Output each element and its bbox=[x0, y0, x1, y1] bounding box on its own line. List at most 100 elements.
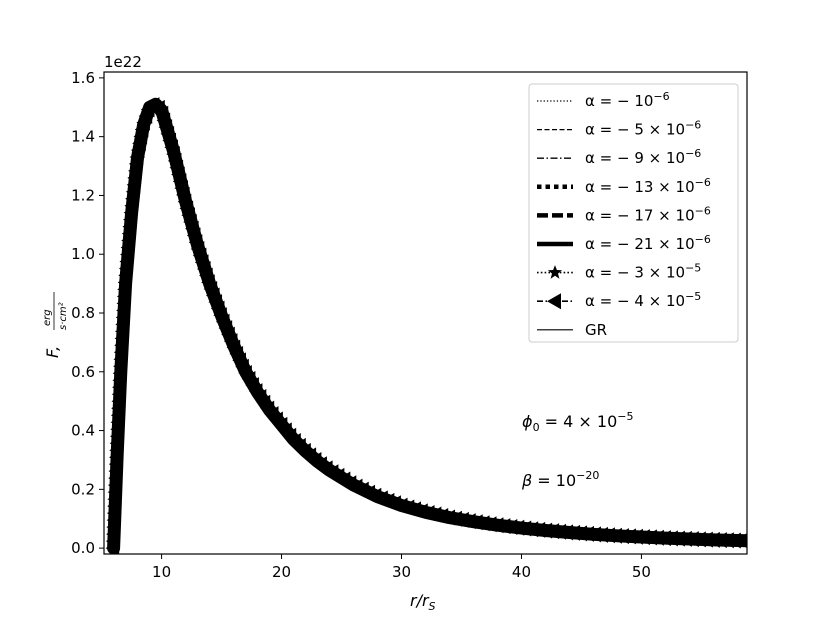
x-axis-label-main: r/r bbox=[410, 591, 430, 610]
triangle-marker bbox=[601, 527, 615, 544]
triangle-marker bbox=[420, 505, 435, 522]
triangle-marker bbox=[531, 521, 546, 538]
y-tick-label: 1.4 bbox=[71, 128, 95, 146]
triangle-marker bbox=[594, 526, 608, 543]
series-markers bbox=[105, 97, 747, 554]
y-axis-ticks: 0.0 0.2 0.4 0.6 0.8 1.0 1.2 1.4 1.6 bbox=[71, 69, 104, 557]
triangle-marker bbox=[455, 511, 469, 528]
y-tick-label: 0.8 bbox=[71, 304, 95, 322]
legend-item-a21: α = − 21 × 10−6 bbox=[537, 233, 711, 253]
x-tick-label: 10 bbox=[152, 563, 171, 581]
triangle-marker bbox=[448, 510, 462, 527]
x-tick-label: 40 bbox=[512, 563, 531, 581]
triangle-marker bbox=[727, 532, 741, 549]
legend-label: α = − 10−6 bbox=[585, 90, 670, 110]
legend-label-text: α = − 3 × 10 bbox=[585, 264, 685, 282]
triangle-marker bbox=[734, 533, 747, 549]
legend-item-a5: α = − 5 × 10−6 bbox=[537, 119, 701, 139]
legend-label: α = − 4 × 10−5 bbox=[585, 290, 701, 310]
legend-label-exponent: −5 bbox=[685, 290, 701, 303]
star-marker-icon bbox=[547, 265, 563, 279]
triangle-marker bbox=[559, 524, 574, 541]
x-axis-label: r/rS bbox=[410, 591, 436, 613]
legend-label-text: α = − 4 × 10 bbox=[585, 292, 685, 310]
y-axis-label-denominator: s·cm² bbox=[58, 302, 69, 330]
y-tick-label: 0.2 bbox=[71, 480, 95, 498]
legend-label-exponent: −6 bbox=[695, 233, 711, 246]
triangle-marker bbox=[552, 523, 567, 540]
legend-item-a9: α = − 9 × 10−6 bbox=[537, 147, 701, 167]
y-axis-label-numerator: erg bbox=[42, 309, 53, 326]
x-axis-label-sub: S bbox=[429, 600, 436, 613]
legend-item-a17: α = − 17 × 10−6 bbox=[537, 204, 711, 224]
triangle-marker bbox=[573, 525, 588, 542]
legend-label-text: α = − 5 × 10 bbox=[585, 121, 685, 139]
triangle-marker bbox=[580, 525, 594, 542]
triangle-marker bbox=[414, 503, 428, 520]
annotation-subscript: 0 bbox=[533, 421, 540, 434]
legend-label-text: α = − 13 × 10 bbox=[585, 178, 695, 196]
legend-label: α = − 13 × 10−6 bbox=[585, 176, 711, 196]
legend-label-exponent: −5 bbox=[685, 262, 701, 275]
triangle-marker bbox=[441, 509, 456, 526]
y-tick-label: 0.6 bbox=[71, 363, 95, 381]
marker-layer bbox=[105, 97, 747, 554]
triangle-marker bbox=[400, 499, 415, 516]
triangle-marker bbox=[462, 513, 476, 530]
legend-item-a13: α = − 13 × 10−6 bbox=[537, 176, 711, 196]
triangle-marker bbox=[664, 530, 678, 547]
triangle-marker bbox=[720, 532, 734, 549]
legend-label-text: α = − 21 × 10 bbox=[585, 235, 695, 253]
y-axis-label: F, erg s·cm² bbox=[42, 292, 69, 358]
x-tick-label: 50 bbox=[632, 563, 651, 581]
legend-label: α = − 17 × 10−6 bbox=[585, 204, 711, 224]
legend-rows: α = − 10−6α = − 5 × 10−6α = − 9 × 10−6α … bbox=[537, 90, 711, 339]
triangle-marker-icon bbox=[547, 293, 561, 310]
offset-label: 1e22 bbox=[104, 53, 142, 71]
annotation-symbol: ϕ bbox=[522, 412, 533, 431]
triangle-marker bbox=[517, 520, 532, 537]
y-tick-label: 1.6 bbox=[71, 69, 95, 87]
annotations: ϕ0 = 4 × 10−5 β = 10−20 bbox=[521, 410, 633, 490]
x-tick-label: 30 bbox=[392, 563, 411, 581]
triangle-marker bbox=[427, 506, 442, 523]
triangle-marker bbox=[608, 527, 622, 544]
annotation-value: = 10 bbox=[532, 471, 576, 490]
legend-item-a30: α = − 3 × 10−5 bbox=[537, 262, 701, 282]
triangle-marker bbox=[615, 528, 629, 545]
legend-item-gr: GR bbox=[537, 321, 607, 339]
legend: α = − 10−6α = − 5 × 10−6α = − 9 × 10−6α … bbox=[528, 83, 739, 343]
annotation-exponent: −5 bbox=[617, 410, 633, 423]
triangle-marker bbox=[643, 529, 657, 546]
triangle-marker bbox=[622, 528, 636, 545]
triangle-marker bbox=[510, 519, 525, 536]
triangle-marker bbox=[489, 517, 504, 534]
y-tick-label: 0.4 bbox=[71, 422, 95, 440]
legend-label-text: α = − 9 × 10 bbox=[585, 149, 685, 167]
triangle-marker bbox=[434, 508, 449, 525]
annotation-value: = 4 × 10 bbox=[540, 412, 618, 431]
triangle-marker bbox=[407, 501, 422, 518]
legend-box bbox=[528, 83, 739, 343]
triangle-marker bbox=[503, 518, 518, 535]
legend-label-exponent: −6 bbox=[685, 147, 701, 160]
y-tick-label: 1.0 bbox=[71, 245, 95, 263]
triangle-marker bbox=[706, 531, 720, 548]
y-tick-label: 0.0 bbox=[71, 539, 95, 557]
legend-label-text: α = − 17 × 10 bbox=[585, 206, 695, 224]
x-tick-label: 20 bbox=[272, 563, 291, 581]
legend-label: α = − 3 × 10−5 bbox=[585, 262, 701, 282]
triangle-marker bbox=[469, 514, 483, 531]
triangle-marker bbox=[671, 530, 685, 547]
y-axis-label-main: F, bbox=[43, 346, 62, 358]
triangle-marker bbox=[657, 530, 671, 547]
triangle-marker bbox=[538, 522, 553, 539]
triangle-marker bbox=[496, 518, 511, 535]
triangle-marker bbox=[699, 531, 713, 548]
legend-label: α = − 21 × 10−6 bbox=[585, 233, 711, 253]
annotation-phi: ϕ0 = 4 × 10−5 bbox=[522, 410, 633, 434]
annotation-beta: β = 10−20 bbox=[521, 469, 599, 490]
legend-label-text: α = − 10 bbox=[585, 92, 653, 110]
y-tick-label: 1.2 bbox=[71, 186, 95, 204]
triangle-marker bbox=[685, 531, 699, 548]
